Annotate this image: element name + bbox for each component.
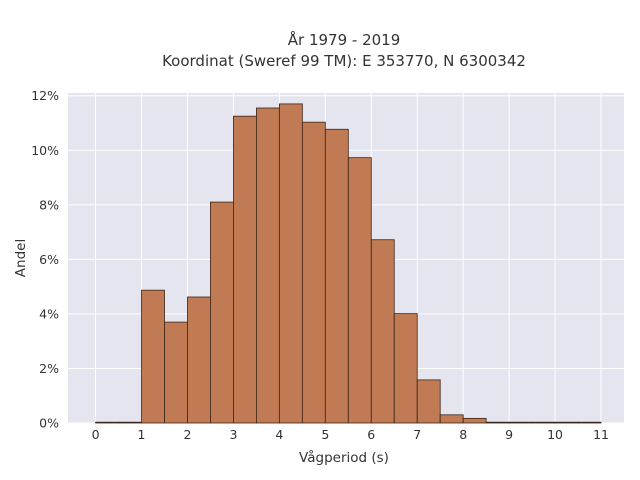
y-tick-label: 10%	[31, 143, 59, 158]
y-tick-label: 0%	[39, 416, 59, 431]
x-tick-label: 7	[413, 427, 421, 442]
histogram-bar-5	[210, 201, 234, 424]
chart-title-line1: År 1979 - 2019	[288, 30, 401, 49]
histogram-bar-13	[393, 313, 418, 424]
x-tick-label: 6	[367, 427, 375, 442]
histogram-bar-19	[531, 421, 556, 424]
x-tick-label: 11	[593, 427, 609, 442]
histogram-bar-18	[508, 421, 533, 424]
histogram-bar-7	[255, 107, 280, 424]
histogram-bar-12	[370, 239, 395, 424]
y-axis-label: Andel	[13, 239, 29, 277]
histogram-bar-6	[233, 115, 257, 424]
y-tick-label: 2%	[39, 361, 59, 376]
x-tick-label: 1	[138, 427, 146, 442]
x-tick-label: 8	[459, 427, 467, 442]
chart-title: År 1979 - 2019 Koordinat (Sweref 99 TM):…	[162, 30, 526, 70]
histogram-bar-0	[95, 421, 119, 424]
y-tick-label: 12%	[31, 88, 59, 103]
histogram-bar-16	[462, 417, 487, 424]
histogram-bar-11	[347, 157, 372, 424]
histogram-bar-14	[416, 379, 441, 424]
x-tick-label: 5	[321, 427, 329, 442]
x-tick-label: 2	[183, 427, 191, 442]
y-axis-ticks: 0% 2% 4% 6% 8% 10% 12%	[31, 88, 59, 430]
y-tick-label: 6%	[39, 252, 59, 267]
x-tick-label: 0	[92, 427, 100, 442]
y-tick-label: 8%	[39, 197, 59, 212]
x-axis-ticks: 0 1 2 3 4 5 6 7 8 9 10 11	[92, 427, 609, 442]
histogram-bar-21	[577, 421, 602, 424]
x-tick-label: 3	[229, 427, 237, 442]
histogram-bar-9	[301, 121, 326, 424]
histogram-bar-3	[164, 321, 188, 424]
histogram-bar-4	[187, 296, 211, 424]
histogram-bar-17	[485, 421, 510, 424]
histogram-bars	[95, 103, 602, 424]
histogram-bar-15	[439, 414, 464, 424]
histogram-bar-1	[118, 421, 142, 424]
x-tick-label: 9	[505, 427, 513, 442]
histogram-bar-20	[554, 421, 579, 424]
histogram-bar-2	[141, 289, 165, 424]
x-axis-label: Vågperiod (s)	[299, 449, 389, 466]
x-tick-label: 4	[275, 427, 283, 442]
chart-title-line2: Koordinat (Sweref 99 TM): E 353770, N 63…	[162, 52, 526, 70]
histogram-bar-8	[278, 103, 303, 424]
histogram-bar-10	[324, 128, 349, 424]
y-tick-label: 4%	[39, 306, 59, 321]
x-tick-label: 10	[547, 427, 563, 442]
